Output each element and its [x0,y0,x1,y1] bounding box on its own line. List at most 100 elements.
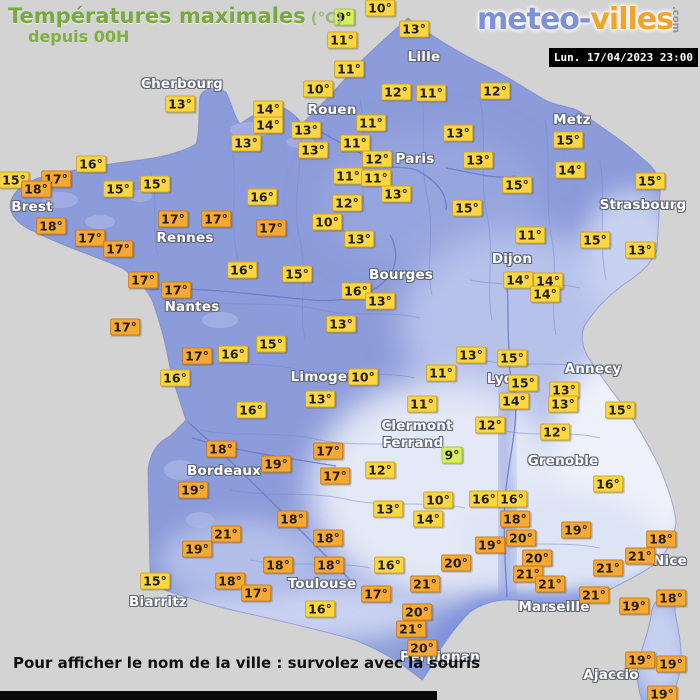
temperature-label[interactable]: 17° [320,467,350,485]
temperature-label[interactable]: 11° [416,84,446,102]
temperature-label[interactable]: 14° [530,285,560,303]
temperature-label[interactable]: 13° [443,124,473,142]
temperature-label[interactable]: 15° [502,176,532,194]
temperature-label[interactable]: 12° [540,423,570,441]
temperature-label[interactable]: 12° [475,416,505,434]
temperature-label[interactable]: 15° [140,572,170,590]
temperature-label[interactable]: 15° [553,131,583,149]
temperature-label[interactable]: 14° [253,116,283,134]
temperature-label[interactable]: 10° [423,491,453,509]
temperature-label[interactable]: 17° [110,318,140,336]
temperature-label[interactable]: 11° [515,226,545,244]
temperature-label[interactable]: 13° [305,390,335,408]
temperature-label[interactable]: 13° [344,230,374,248]
temperature-label[interactable]: 11° [361,169,391,187]
temperature-label[interactable]: 11° [407,395,437,413]
temperature-label[interactable]: 13° [548,395,578,413]
temperature-label[interactable]: 18° [313,529,343,547]
temperature-label[interactable]: 17° [103,240,133,258]
temperature-label[interactable]: 14° [253,100,283,118]
temperature-label[interactable]: 17° [161,281,191,299]
temperature-label[interactable]: 12° [365,461,395,479]
temperature-label[interactable]: 19° [475,536,505,554]
temperature-label[interactable]: 17° [182,347,212,365]
temperature-label[interactable]: 15° [635,172,665,190]
temperature-label[interactable]: 15° [497,349,527,367]
temperature-label[interactable]: 20° [506,529,536,547]
temperature-label[interactable]: 18° [656,589,686,607]
temperature-label[interactable]: 21° [211,525,241,543]
temperature-label[interactable]: 13° [291,121,321,139]
temperature-label[interactable]: 18° [314,556,344,574]
temperature-label[interactable]: 9° [441,446,463,464]
temperature-label[interactable]: 16° [497,490,527,508]
temperature-label[interactable]: 16° [469,490,499,508]
temperature-label[interactable]: 11° [334,60,364,78]
temperature-label[interactable]: 18° [500,510,530,528]
temperature-label[interactable]: 15° [452,199,482,217]
temperature-label[interactable]: 19° [656,655,686,673]
temperature-label[interactable]: 13° [165,95,195,113]
temperature-label[interactable]: 17° [241,584,271,602]
temperature-label[interactable]: 17° [256,219,286,237]
temperature-label[interactable]: 16° [247,188,277,206]
temperature-label[interactable]: 13° [463,151,493,169]
temperature-label[interactable]: 16° [227,261,257,279]
temperature-label[interactable]: 18° [206,440,236,458]
temperature-label[interactable]: 16° [160,369,190,387]
temperature-label[interactable]: 13° [625,241,655,259]
temperature-label[interactable]: 16° [236,401,266,419]
temperature-label[interactable]: 18° [646,530,676,548]
temperature-label[interactable]: 13° [456,346,486,364]
temperature-label[interactable]: 10° [365,0,395,17]
temperature-label[interactable]: 13° [399,20,429,38]
temperature-label[interactable]: 10° [303,80,333,98]
temperature-label[interactable]: 21° [535,575,565,593]
temperature-label[interactable]: 19° [261,455,291,473]
temperature-label[interactable]: 16° [305,600,335,618]
temperature-label[interactable]: 20° [441,554,471,572]
temperature-label[interactable]: 15° [140,175,170,193]
temperature-label[interactable]: 12° [381,83,411,101]
temperature-label[interactable]: 19° [178,481,208,499]
temperature-label[interactable]: 15° [508,374,538,392]
temperature-label[interactable]: 19° [625,651,655,669]
temperature-label[interactable]: 17° [201,210,231,228]
temperature-label[interactable]: 20° [522,549,552,567]
temperature-label[interactable]: 13° [381,185,411,203]
temperature-label[interactable]: 16° [341,282,371,300]
temperature-label[interactable]: 13° [326,315,356,333]
temperature-label[interactable]: 16° [218,345,248,363]
temperature-label[interactable]: 10° [312,213,342,231]
temperature-label[interactable]: 12° [332,194,362,212]
temperature-label[interactable]: 13° [373,500,403,518]
temperature-label[interactable]: 15° [256,335,286,353]
temperature-label[interactable]: 17° [313,442,343,460]
temperature-label[interactable]: 11° [333,167,363,185]
temperature-label[interactable]: 10° [348,368,378,386]
temperature-label[interactable]: 21° [579,586,609,604]
temperature-label[interactable]: 12° [480,82,510,100]
temperature-label[interactable]: 11° [340,134,370,152]
temperature-label[interactable]: 21° [410,575,440,593]
temperature-label[interactable]: 15° [103,180,133,198]
temperature-label[interactable]: 17° [128,271,158,289]
temperature-label[interactable]: 14° [413,510,443,528]
temperature-label[interactable]: 16° [593,475,623,493]
temperature-label[interactable]: 13° [298,141,328,159]
temperature-label[interactable]: 21° [625,547,655,565]
temperature-label[interactable]: 16° [374,556,404,574]
temperature-label[interactable]: 13° [365,292,395,310]
temperature-label[interactable]: 19° [647,685,677,700]
temperature-label[interactable]: 21° [513,565,543,583]
temperature-label[interactable]: 18° [277,510,307,528]
temperature-label[interactable]: 18° [21,180,51,198]
temperature-label[interactable]: 18° [36,217,66,235]
temperature-label[interactable]: 14° [499,392,529,410]
temperature-label[interactable]: 20° [407,639,437,657]
temperature-label[interactable]: 15° [282,265,312,283]
temperature-label[interactable]: 14° [533,272,563,290]
temperature-label[interactable]: 15° [605,401,635,419]
temperature-label[interactable]: 13° [231,134,261,152]
temperature-label[interactable]: 15° [580,231,610,249]
